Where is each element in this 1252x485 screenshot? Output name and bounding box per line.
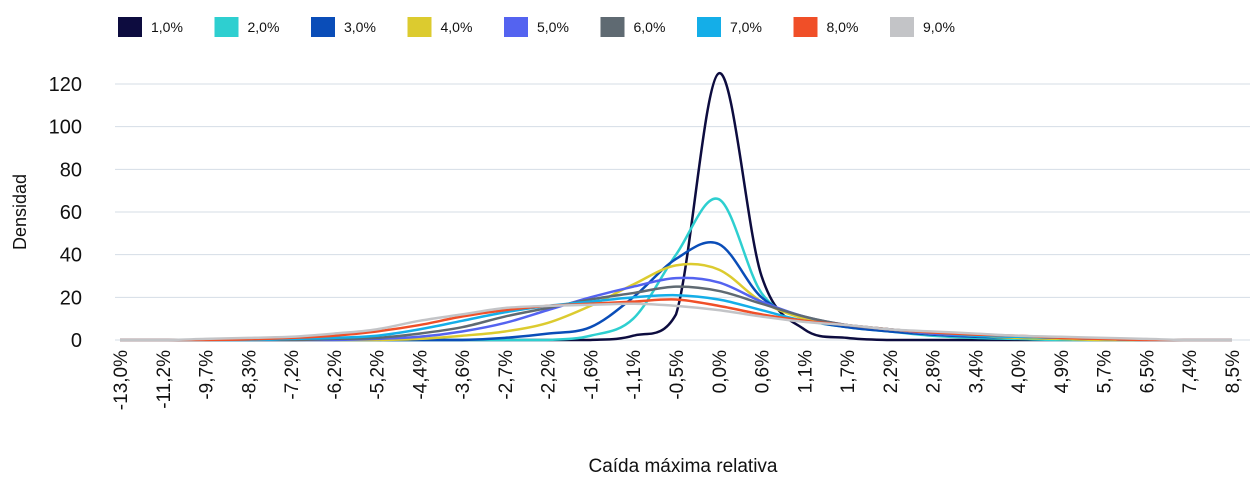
legend-label: 1,0% (151, 19, 183, 35)
y-tick-label: 80 (60, 159, 82, 181)
legend-swatch (407, 17, 432, 37)
legend-label: 7,0% (730, 19, 762, 35)
legend-label: 2,0% (248, 19, 280, 35)
legend-swatch (118, 17, 142, 37)
x-tick-label: 2,2% (881, 350, 902, 393)
x-tick-label: 8,5% (1223, 350, 1244, 393)
y-tick-label: 60 (60, 202, 82, 224)
series-line (120, 197, 1232, 342)
legend-swatch (793, 17, 818, 37)
legend-label: 9,0% (923, 19, 955, 35)
legend-swatch (311, 17, 335, 37)
y-axis-title: Densidad (10, 174, 30, 250)
y-tick-label: 20 (60, 287, 82, 309)
x-tick-label: -3,6% (453, 350, 474, 400)
x-tick-label: -8,3% (239, 350, 260, 400)
legend-swatch (504, 17, 528, 37)
y-tick-label: 0 (71, 330, 82, 352)
x-tick-label: 6,5% (1137, 350, 1158, 393)
x-tick-label: 0,6% (753, 350, 774, 393)
x-tick-label: -1,6% (581, 350, 602, 400)
x-tick-label: -4,4% (410, 350, 431, 400)
series-line (120, 241, 1232, 342)
y-tick-label: 120 (49, 74, 82, 96)
legend-swatch (890, 17, 914, 37)
x-axis-title: Caída máxima relativa (588, 456, 777, 477)
legend-label: 4,0% (441, 19, 473, 35)
x-tick-label: 7,4% (1180, 350, 1201, 393)
x-tick-label: -7,2% (282, 350, 303, 400)
legend-label: 5,0% (537, 19, 569, 35)
x-tick-label: -2,7% (496, 350, 517, 400)
legend-label: 8,0% (827, 19, 859, 35)
x-tick-label: -2,2% (539, 350, 560, 400)
x-tick-label: 3,4% (966, 350, 987, 393)
x-tick-label: -6,2% (325, 350, 346, 400)
x-tick-label: -11,2% (154, 350, 175, 409)
legend-swatch (600, 17, 625, 37)
x-tick-label: -0,5% (667, 350, 688, 400)
x-tick-label: 4,9% (1052, 350, 1073, 393)
y-tick-label: 100 (49, 117, 82, 139)
series-line (120, 302, 1232, 342)
legend-swatch (214, 17, 239, 37)
x-tick-label: 5,7% (1095, 350, 1116, 393)
y-tick-label: 40 (60, 245, 82, 267)
x-tick-label: 4,0% (1009, 350, 1030, 393)
x-tick-label: 0,0% (710, 350, 731, 393)
x-tick-label: 1,1% (795, 350, 816, 393)
x-tick-label: -1,1% (624, 350, 645, 400)
x-tick-label: -5,2% (368, 350, 389, 400)
legend-label: 6,0% (634, 19, 666, 35)
x-tick-label: 1,7% (838, 350, 859, 393)
x-tick-label: 2,8% (924, 350, 945, 393)
legend-label: 3,0% (344, 19, 376, 35)
series-line (120, 293, 1232, 342)
series-line (120, 262, 1232, 342)
x-tick-label: -9,7% (197, 350, 218, 400)
legend-swatch (697, 17, 721, 37)
x-tick-label: -13,0% (111, 350, 132, 410)
